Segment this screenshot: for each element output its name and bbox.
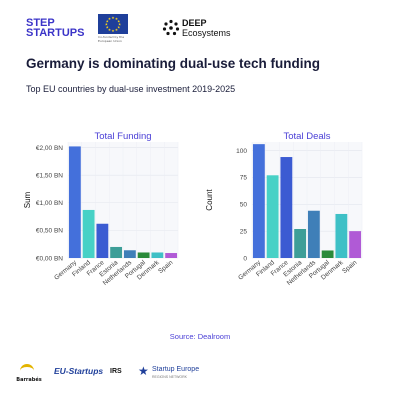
funding-bar	[151, 252, 164, 258]
eu-cofunded-logo: ★ ★ ★ ★ ★ ★ ★ ★ ★ ★ ★ ★ Co-funded by the Europea…	[96, 14, 132, 46]
eu-flag-icon: ★ ★ ★ ★ ★ ★ ★ ★ ★ ★ ★ ★	[98, 14, 128, 34]
funding-bar	[137, 252, 150, 258]
header: STEP STARTUPS ★ ★ ★ ★ ★ ★ ★ ★ ★ ★ ★ ★ Co-funded …	[0, 12, 400, 46]
star-icon: ★	[138, 364, 149, 378]
svg-text:★: ★	[106, 26, 109, 30]
startup-europe-line2: REGIONS NETWORK	[152, 375, 188, 379]
funding-category-label: Spain	[157, 259, 175, 275]
charts-area: Total Funding Sum €0,00 BN €0,50 BN €1,00 BN…	[23, 131, 363, 287]
deep-ecosystems-logo: DEEP Ecosystems	[160, 18, 270, 42]
deals-bar	[349, 231, 362, 258]
source-note: Source: Dealroom	[169, 332, 231, 341]
deals-y-tick-label: 0	[243, 255, 247, 262]
svg-text:★: ★	[117, 20, 120, 24]
funding-chart-title: Total Funding	[94, 131, 151, 142]
page-title: Germany is dominating dual-use tech fund…	[26, 56, 321, 71]
footer: Barrabés EU-Startups IRS ★ Startup Europ…	[0, 360, 400, 390]
svg-text:★: ★	[111, 16, 114, 20]
svg-text:★: ★	[115, 17, 118, 21]
funding-bar	[123, 250, 136, 258]
barrabes-label: Barrabés	[16, 377, 42, 383]
deep-dots-icon	[162, 19, 180, 36]
funding-bar	[82, 209, 95, 258]
deals-bar	[321, 250, 334, 258]
deals-y-tick-label: 75	[240, 175, 248, 182]
funding-y-tick-label: €1,50 BN	[36, 172, 63, 179]
deals-bar	[294, 229, 307, 258]
deals-bar	[280, 157, 293, 258]
barrabes-mark-icon	[20, 364, 34, 377]
deals-y-axis-label: Count	[205, 189, 214, 211]
deep-logo-line2: Ecosystems	[182, 28, 231, 38]
funding-y-tick-label: €0,50 BN	[36, 228, 63, 235]
page-subtitle: Top EU countries by dual-use investment …	[26, 84, 236, 94]
funding-bar	[68, 146, 81, 258]
barrabes-logo: Barrabés	[14, 364, 44, 383]
irs-logo: IRS	[110, 368, 122, 375]
eu-startups-logo: EU-Startups	[54, 366, 104, 376]
deals-y-tick-label: 25	[240, 228, 248, 235]
startup-europe-line1: Startup Europe	[152, 366, 200, 373]
step-startups-logo-line2: STARTUPS	[26, 27, 85, 39]
deals-bar	[266, 175, 279, 258]
svg-text:★: ★	[108, 17, 111, 21]
funding-bar	[165, 253, 178, 258]
funding-y-tick-label: €0,00 BN	[36, 255, 63, 262]
svg-text:★: ★	[115, 28, 118, 32]
step-startups-logo-line1: STEP	[26, 17, 55, 29]
funding-y-tick-label: €2,00 BN	[36, 145, 63, 152]
funding-bar	[110, 246, 123, 258]
step-startups-logo: STEP STARTUPS	[26, 17, 88, 39]
svg-text:★: ★	[117, 26, 120, 30]
svg-text:★: ★	[118, 23, 121, 27]
deals-bar	[307, 210, 320, 258]
svg-text:★: ★	[108, 28, 111, 32]
deals-y-tick-label: 50	[240, 202, 248, 209]
deals-y-tick-label: 100	[236, 148, 247, 155]
svg-text:★: ★	[105, 23, 108, 27]
svg-text:★: ★	[111, 29, 114, 33]
deals-bar	[252, 144, 265, 258]
deals-chart-title: Total Deals	[284, 131, 331, 142]
deals-category-label: Spain	[341, 259, 359, 275]
funding-y-tick-label: €1,00 BN	[36, 200, 63, 207]
deals-bar	[335, 213, 348, 258]
deep-logo-line1: DEEP	[182, 18, 207, 28]
svg-text:★: ★	[106, 20, 109, 24]
funding-y-axis-label: Sum	[23, 191, 32, 208]
funding-bar	[96, 223, 109, 258]
eu-caption: Co-funded by the European Union	[98, 35, 125, 43]
